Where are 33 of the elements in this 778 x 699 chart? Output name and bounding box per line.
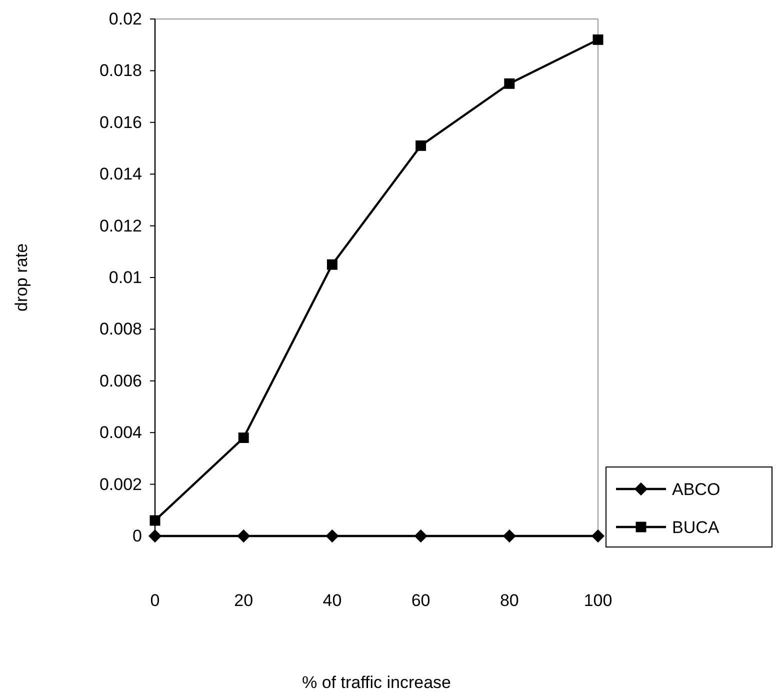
point bbox=[502, 529, 516, 543]
x-tick-label: 20 bbox=[234, 590, 254, 610]
y-tick-label: 0.002 bbox=[99, 474, 142, 494]
y-tick-label: 0.016 bbox=[99, 112, 142, 132]
point bbox=[237, 529, 250, 543]
y-tick-label: 0.014 bbox=[99, 164, 142, 184]
x-tick-label: 80 bbox=[500, 590, 519, 610]
point bbox=[504, 78, 515, 89]
x-tick-label: 100 bbox=[584, 590, 612, 610]
y-tick-label: 0.018 bbox=[99, 61, 142, 80]
y-tick-label: 0.004 bbox=[99, 423, 142, 442]
y-tick-label: 0.008 bbox=[99, 320, 142, 339]
point bbox=[150, 515, 160, 526]
legend-label: BUCA bbox=[672, 518, 720, 537]
y-tick-label: 0.012 bbox=[99, 216, 142, 236]
x-tick-label: 40 bbox=[322, 590, 342, 610]
point bbox=[414, 529, 428, 543]
point bbox=[592, 34, 604, 45]
point bbox=[148, 529, 162, 543]
y-axis-title: drop rate bbox=[12, 243, 31, 312]
legend-label: ABCO bbox=[672, 480, 720, 499]
y-tick-label: 0.01 bbox=[108, 268, 142, 287]
point bbox=[326, 529, 339, 543]
y-tick-label: 0 bbox=[132, 526, 142, 546]
y-tick-label: 0.006 bbox=[99, 371, 142, 390]
point bbox=[416, 140, 426, 151]
x-tick-label: 0 bbox=[150, 590, 160, 610]
point bbox=[591, 529, 605, 543]
x-axis-title: % of traffic increase bbox=[302, 673, 451, 692]
point bbox=[238, 432, 249, 444]
point bbox=[326, 259, 338, 270]
y-tick-label: 0.02 bbox=[108, 9, 142, 28]
x-tick-label: 60 bbox=[411, 590, 430, 610]
